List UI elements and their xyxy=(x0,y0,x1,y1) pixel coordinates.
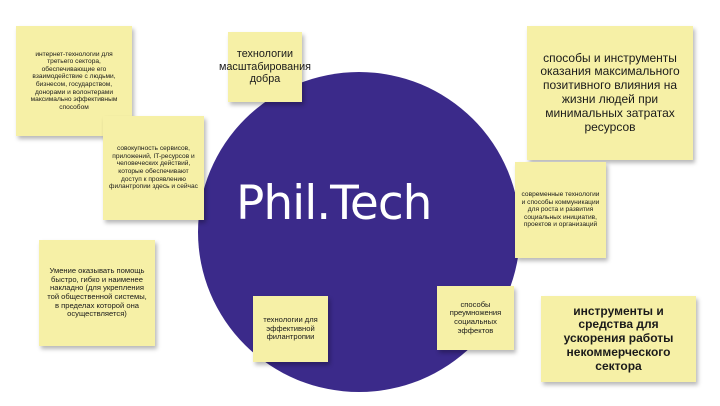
sticky-note-text: способы и инструменты оказания максималь… xyxy=(540,50,680,134)
sticky-note-text: технологии для эффективной филантропии xyxy=(263,314,318,342)
sticky-note-text: современные технологии и способы коммуни… xyxy=(521,191,600,229)
sticky-note-text: интернет-технологии для третьего сектора… xyxy=(30,50,118,111)
sticky-note-effective-philanthropy: технологии для эффективной филантропии xyxy=(253,296,328,362)
sticky-note-services-set: совокупность сервисов, приложений, IT-ре… xyxy=(103,116,204,220)
sticky-note-modern-technologies: современные технологии и способы коммуни… xyxy=(515,162,606,258)
sticky-note-scaling-good: технологии масштабирования добра xyxy=(219,32,311,102)
sticky-note-nonprofit-tools: инструменты и средства для ускорения раб… xyxy=(541,296,696,382)
sticky-note-text: технологии масштабирования добра xyxy=(219,48,312,86)
sticky-note-text: инструменты и средства для ускорения раб… xyxy=(563,303,674,373)
sticky-note-text: Умение оказывать помощь быстро, гибко и … xyxy=(47,265,147,319)
sticky-note-positive-impact: способы и инструменты оказания максималь… xyxy=(527,26,693,160)
phil-tech-logo: Phil.Tech xyxy=(236,176,432,231)
sticky-note-social-effects: способы преумножения социальных эффектов xyxy=(437,286,514,350)
sticky-note-text: способы преумножения социальных эффектов xyxy=(449,299,502,335)
sticky-note-quick-help: Умение оказывать помощь быстро, гибко и … xyxy=(39,240,155,346)
sticky-note-text: совокупность сервисов, приложений, IT-ре… xyxy=(109,145,198,191)
